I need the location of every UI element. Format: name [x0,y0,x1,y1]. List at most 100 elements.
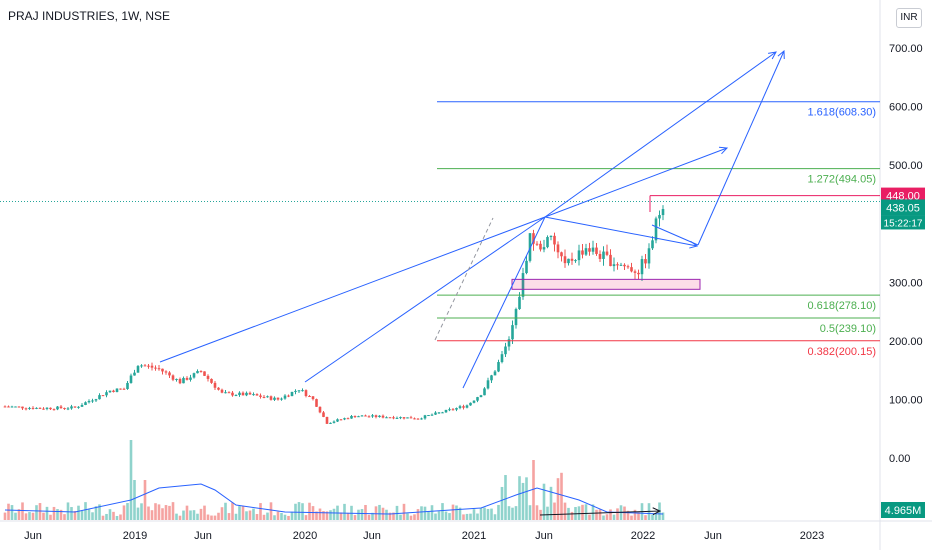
currency-button[interactable]: INR [896,8,922,28]
price-tick-label: 300.00 [889,277,923,289]
volume-bar [472,509,476,520]
volume-bar [602,515,605,520]
candle-body [63,408,66,410]
volume-bar [374,506,378,520]
candle-body [413,418,416,420]
volume-bar [423,506,427,520]
candle-body [462,406,465,408]
trend-line [304,216,546,383]
candle-body [609,254,612,267]
price-tick-label: 700.00 [889,43,923,55]
volume-bar [248,510,252,520]
candle-body [353,416,357,418]
volume-bar [108,509,112,520]
trend-line [539,510,661,516]
time-tick-label: 2020 [293,530,317,542]
support-zone [511,278,701,290]
volume-bar [455,505,458,520]
candle-body [77,406,80,408]
candle-body [10,406,14,408]
volume-bar [616,508,619,520]
volume-bar [231,502,234,520]
time-tick-label: Jun [24,530,42,542]
candle-body [630,267,633,272]
volume-bar [395,505,399,520]
volume-bar [63,514,66,520]
candle-body [472,400,476,403]
candle-body [56,406,59,410]
candle-body [52,409,56,411]
volume-bar [549,486,553,520]
candle-body [192,373,196,378]
candle-body [486,380,490,389]
volume-bar [360,509,364,520]
volume-bar [98,504,101,520]
volume-bar [504,475,507,520]
volume-bar [52,506,56,520]
candle-body [465,405,469,408]
volume-bar [500,486,504,520]
candle-body [262,396,266,398]
volume-bar [420,506,423,520]
candle-body [217,387,220,390]
volume-bar [329,510,332,520]
volume-bar [486,508,490,520]
candle-body [451,409,455,411]
volume-bar [175,513,178,520]
volume-bar [178,515,182,520]
volume-bar [3,512,7,520]
volume-bar [259,503,262,520]
time-tick-label: 2019 [123,530,147,542]
candle-body [490,375,493,381]
volume-bar [399,514,402,520]
candle-body [504,346,507,355]
candle-body [591,247,595,252]
volume-bar [150,510,154,520]
volume-bar [637,512,640,520]
candle-body [633,271,637,273]
candle-body [567,258,570,264]
volume-bar [476,513,479,520]
candle-body [395,417,399,419]
candle-body [469,402,472,406]
candle-body [605,251,609,255]
candle-body [476,397,479,401]
volume-bar [84,502,87,520]
candle-body [511,325,514,340]
volume-bar [112,511,115,520]
candle-body [45,407,49,409]
volume-bar [581,504,584,520]
candle-body [577,250,581,261]
candle-body [518,296,521,310]
volume-bar [437,511,441,520]
volume-bar [283,514,287,520]
arrow-head [652,507,662,516]
volume-bar [563,502,567,520]
candle-body [161,368,164,372]
candle-body [31,407,35,409]
candle-body [563,256,567,264]
volume-bar [136,507,140,520]
arrow-head [777,49,785,60]
candle-body [619,264,623,266]
price-tick-label: 0.00 [889,453,910,465]
volume-bar [276,511,280,520]
volume-bar [147,506,150,520]
candle-body [196,371,199,374]
fib-level-label: 1.618(608.30) [808,107,877,119]
candle-body [637,272,640,275]
volume-bar [528,505,532,520]
candle-body [423,415,427,419]
candle-body [556,244,560,253]
candle-body [525,260,528,274]
volume-bar [546,506,549,520]
volume-bar [451,504,455,520]
candle-body [182,377,185,384]
volume-bar [206,514,210,520]
trend-line [159,216,546,363]
volume-bar [266,512,269,520]
candle-body [406,417,409,419]
volume-bar [164,505,168,520]
